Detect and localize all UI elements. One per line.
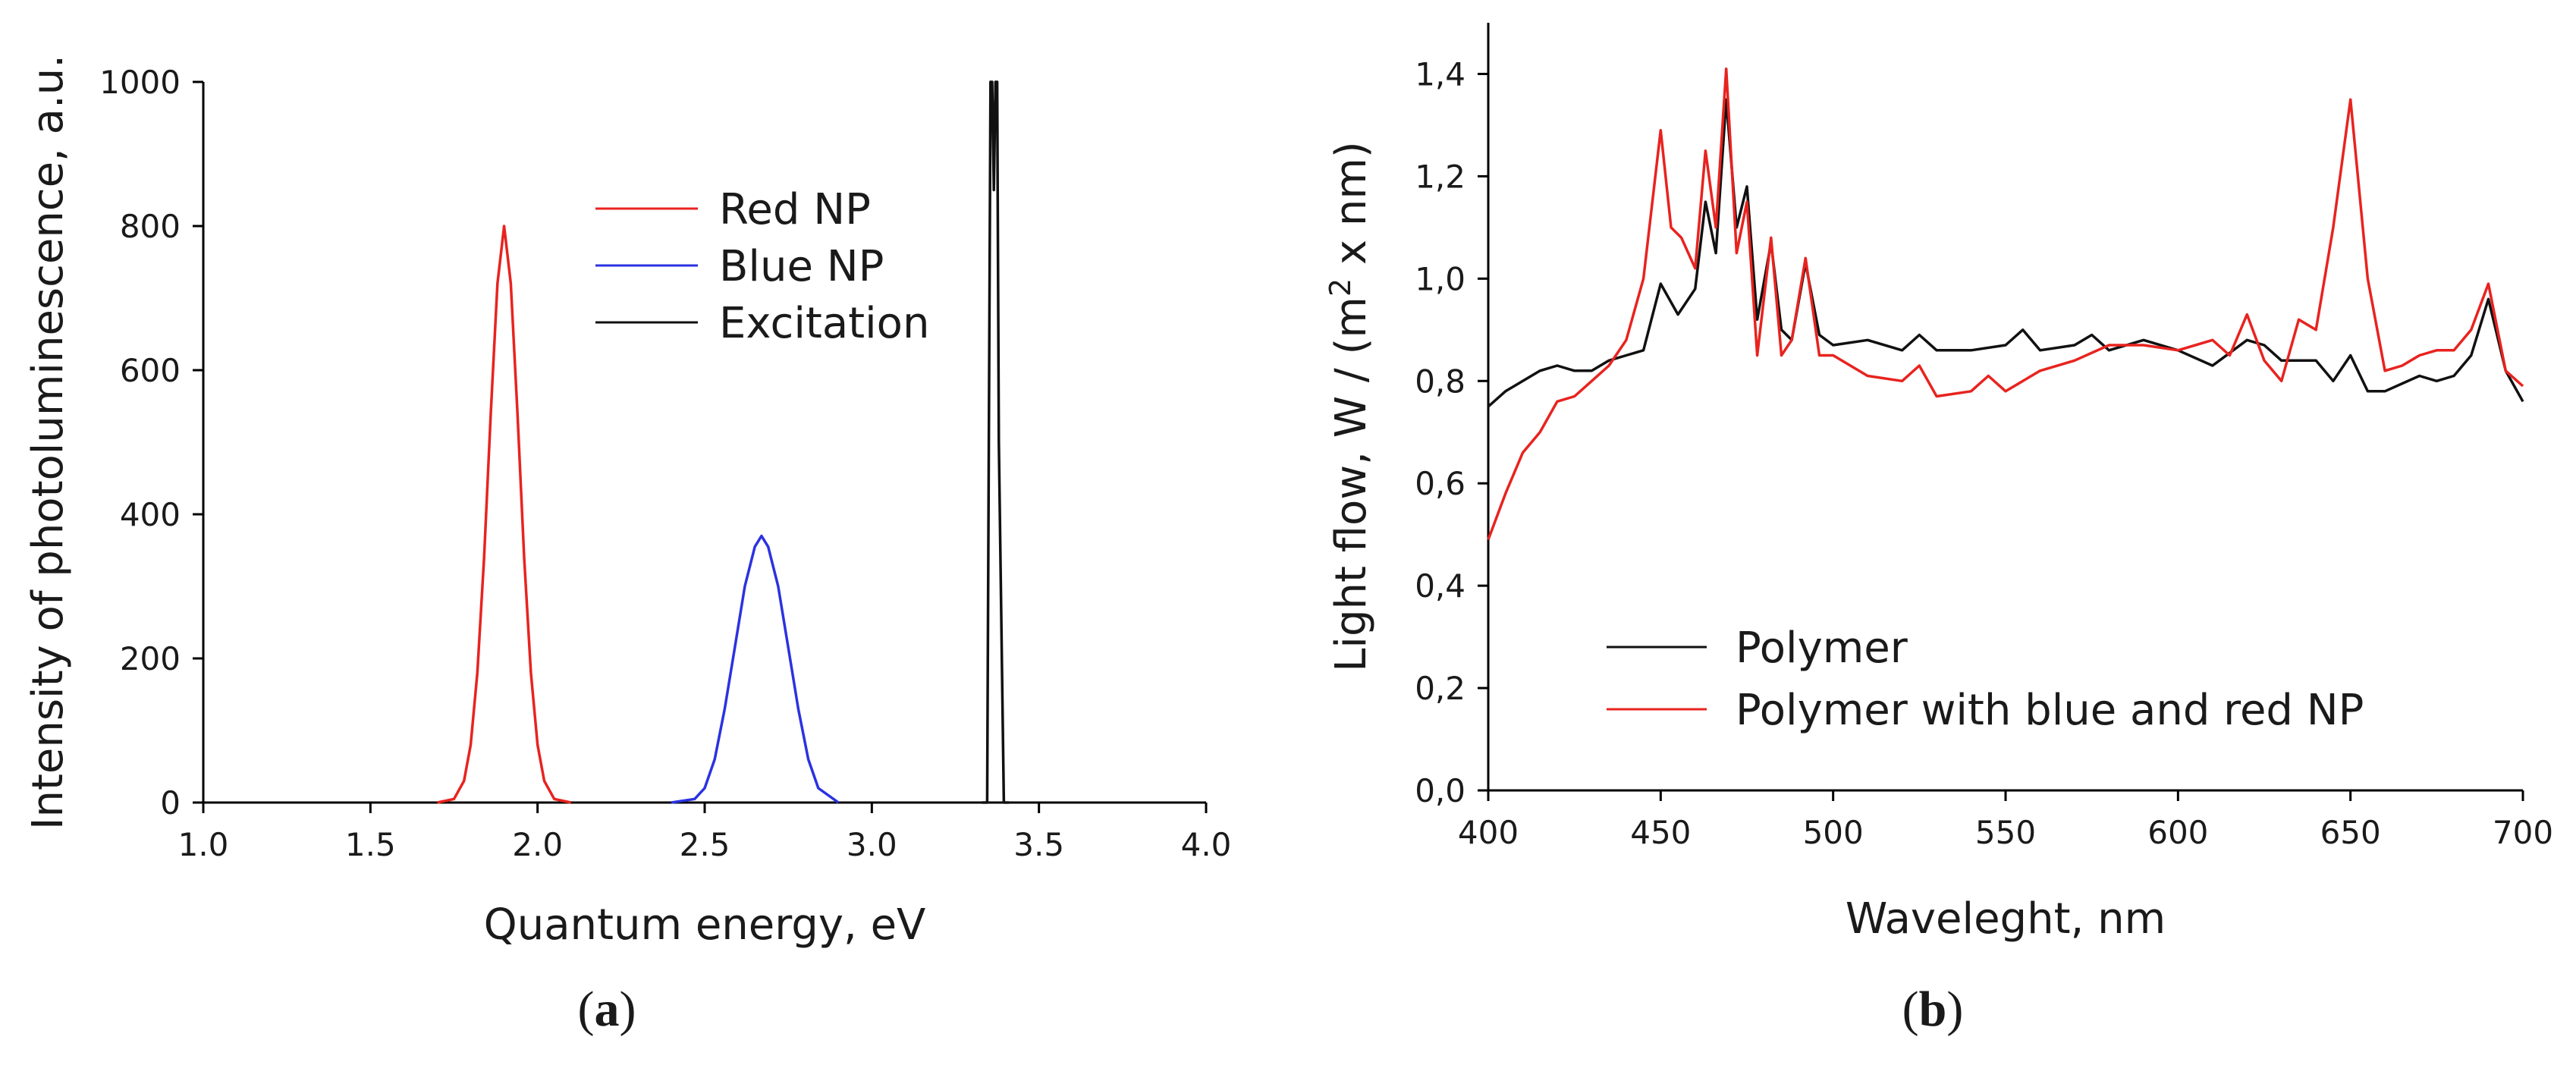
series-line-red-np bbox=[437, 225, 572, 804]
chart-b-y-axis-label: Light flow, W / (m2 x nm) bbox=[1324, 141, 1376, 672]
series-line-polymer bbox=[1487, 98, 2524, 408]
chart-a-series bbox=[437, 80, 1009, 804]
series-line-blue-np bbox=[671, 534, 840, 804]
legend-b-polymer-label: Polymer bbox=[1736, 624, 1908, 673]
chart-b-series bbox=[1487, 67, 2524, 541]
y-tick-label: 0 bbox=[160, 784, 181, 822]
x-tick-label: 600 bbox=[2147, 814, 2208, 851]
chart-a-legend: Red NP Blue NP Excitation bbox=[595, 185, 929, 348]
x-tick-label: 1.5 bbox=[345, 826, 396, 863]
series-line-polymer-with-blue-and-red-np bbox=[1487, 67, 2524, 541]
chart-a-y-axis-label: Intensity of photoluminescence, a.u. bbox=[24, 55, 73, 830]
panel-b-label: (b) bbox=[1902, 982, 1964, 1037]
legend-b-polymer-np-label: Polymer with blue and red NP bbox=[1736, 686, 2364, 735]
x-tick-label: 650 bbox=[2320, 814, 2381, 851]
y-tick-label: 400 bbox=[120, 496, 181, 533]
x-tick-label: 550 bbox=[1975, 814, 2036, 851]
y-tick-label: 800 bbox=[120, 208, 181, 245]
x-tick-label: 700 bbox=[2493, 814, 2553, 851]
x-tick-label: 500 bbox=[1803, 814, 1864, 851]
x-tick-label: 4.0 bbox=[1181, 826, 1232, 863]
chart-a-x-axis-label: Quantum energy, eV bbox=[484, 900, 926, 950]
y-tick-label: 1000 bbox=[99, 64, 181, 101]
y-tick-label: 200 bbox=[120, 640, 181, 677]
legend-a-excitation-label: Excitation bbox=[719, 299, 929, 348]
x-tick-label: 2.5 bbox=[680, 826, 730, 863]
x-tick-label: 2.0 bbox=[512, 826, 563, 863]
y-tick-label: 600 bbox=[120, 352, 181, 389]
x-tick-label: 1.0 bbox=[178, 826, 229, 863]
panel-a-label: (a) bbox=[578, 982, 636, 1037]
y-tick-label: 1,4 bbox=[1415, 55, 1465, 93]
x-tick-label: 3.0 bbox=[847, 826, 897, 863]
y-tick-label: 1,2 bbox=[1415, 158, 1465, 195]
chart-b-x-axis-label: Waveleght, nm bbox=[1846, 894, 2166, 944]
chart-a: 1.0 1.5 2.0 2.5 3.0 3.5 4.0 0 200 400 600 800 1000 Q… bbox=[24, 55, 1231, 1037]
series-line-excitation bbox=[982, 80, 1009, 804]
y-tick-label: 0,2 bbox=[1415, 670, 1465, 707]
chart-b-legend: Polymer Polymer with blue and red NP bbox=[1607, 624, 2364, 735]
y-tick-label: 0,0 bbox=[1415, 772, 1465, 809]
legend-a-blue-np-label: Blue NP bbox=[719, 242, 884, 291]
chart-b-ticks: 400 450 500 550 600 650 700 0,0 0,2 0,4 0,6 0,8 1,0 1… bbox=[1415, 55, 2553, 851]
y-tick-label: 0,8 bbox=[1415, 363, 1465, 400]
chart-b: 400 450 500 550 600 650 700 0,0 0,2 0,4 0,6 0,8 1,0 1… bbox=[1324, 23, 2553, 1037]
y-tick-label: 1,0 bbox=[1415, 260, 1465, 297]
x-tick-label: 400 bbox=[1458, 814, 1519, 851]
x-tick-label: 3.5 bbox=[1013, 826, 1064, 863]
y-tick-label: 0,6 bbox=[1415, 465, 1465, 502]
x-tick-label: 450 bbox=[1630, 814, 1691, 851]
y-tick-label: 0,4 bbox=[1415, 567, 1465, 605]
legend-a-red-np-label: Red NP bbox=[719, 185, 871, 234]
chart-a-ticks: 1.0 1.5 2.0 2.5 3.0 3.5 4.0 0 200 400 600 800 1000 bbox=[99, 64, 1231, 863]
